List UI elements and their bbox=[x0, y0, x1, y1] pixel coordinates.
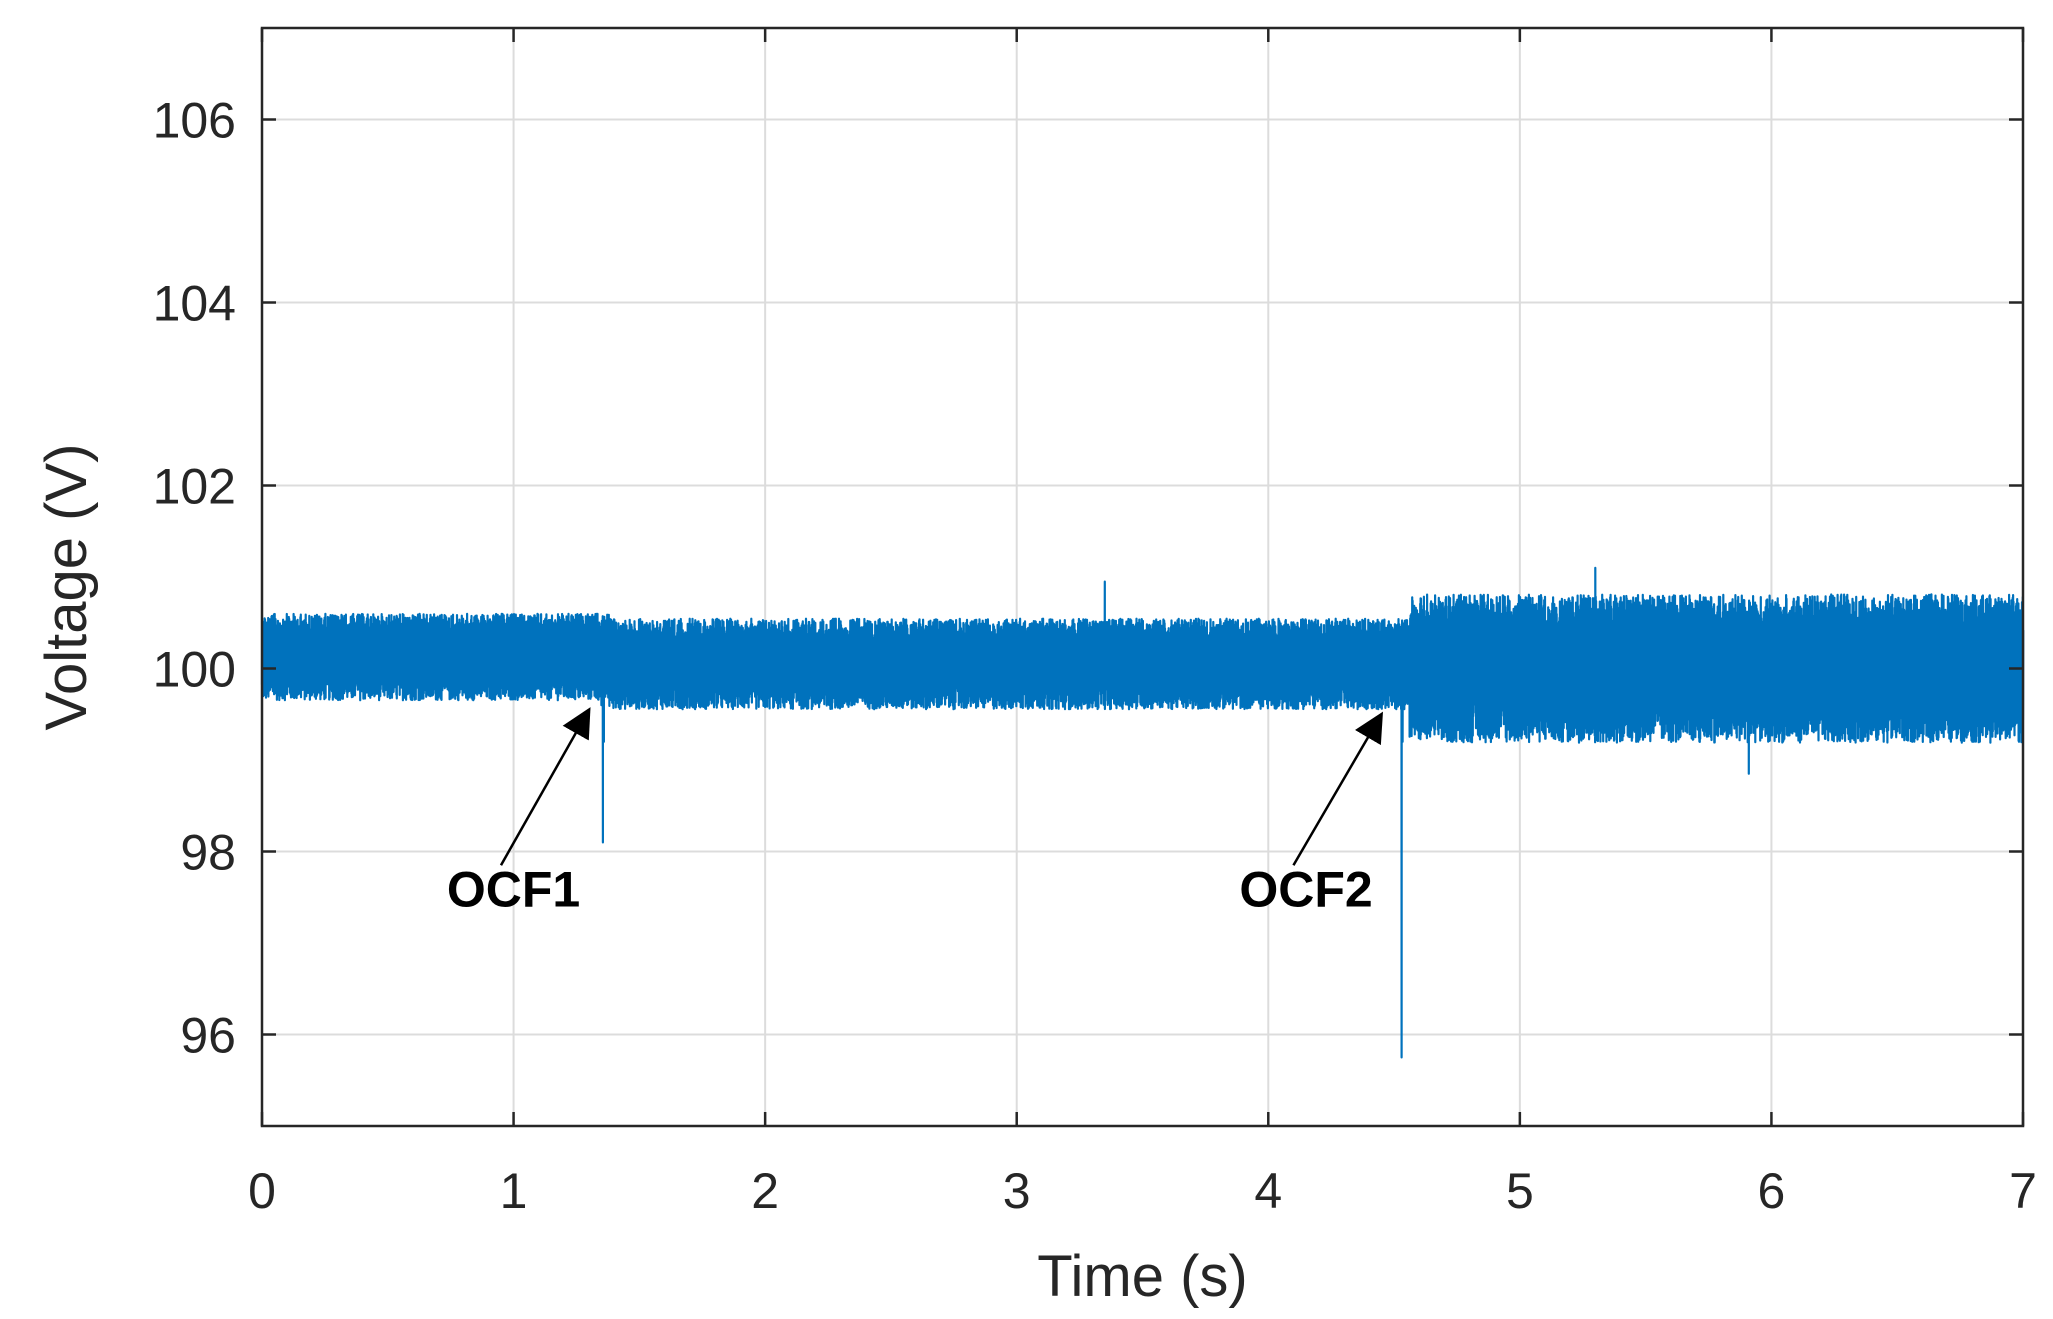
x-tick-label: 1 bbox=[500, 1163, 528, 1219]
annotation-label: OCF2 bbox=[1239, 861, 1372, 917]
x-tick-label: 5 bbox=[1506, 1163, 1534, 1219]
annotation-arrow bbox=[499, 707, 591, 866]
x-tick-label: 4 bbox=[1254, 1163, 1282, 1219]
y-tick-label: 96 bbox=[180, 1008, 236, 1064]
tick-marks bbox=[260, 28, 2025, 1126]
y-tick-label: 106 bbox=[153, 93, 236, 149]
annotation-arrow bbox=[1292, 711, 1384, 866]
axes-frame bbox=[260, 26, 2025, 1128]
x-axis-label: Time (s) bbox=[1037, 1244, 1247, 1309]
x-tick-label: 0 bbox=[248, 1163, 276, 1219]
y-tick-label: 100 bbox=[153, 642, 236, 698]
annotations: OCF1 OCF2 bbox=[447, 707, 1384, 917]
y-tick-label: 104 bbox=[153, 276, 236, 332]
y-tick-label: 102 bbox=[153, 459, 236, 515]
tick-labels: 0 1 2 3 4 5 6 7 96 98 100 102 104 106 bbox=[153, 93, 2037, 1220]
x-tick-label: 6 bbox=[1758, 1163, 1786, 1219]
annotation-label: OCF1 bbox=[447, 861, 580, 917]
x-tick-label: 2 bbox=[751, 1163, 779, 1219]
x-tick-label: 3 bbox=[1003, 1163, 1031, 1219]
voltage-series-line bbox=[260, 566, 2025, 1059]
y-axis-label: Voltage (V) bbox=[34, 444, 99, 731]
series-layer bbox=[260, 566, 2025, 1059]
plot-area-border bbox=[260, 26, 2025, 1128]
y-tick-label: 98 bbox=[180, 825, 236, 881]
x-tick-label: 7 bbox=[2009, 1163, 2037, 1219]
